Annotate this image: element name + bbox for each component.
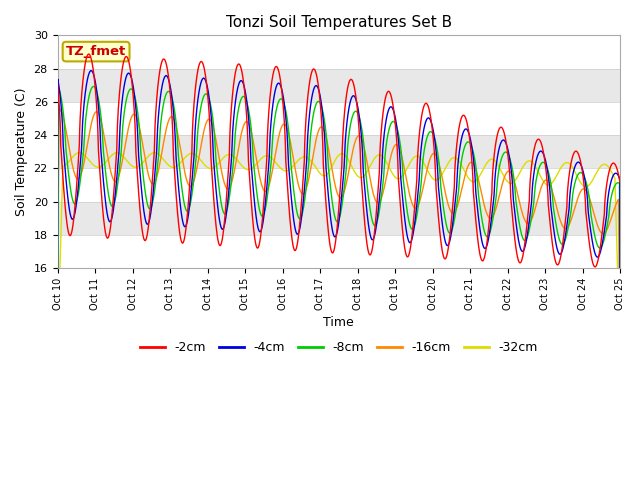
Y-axis label: Soil Temperature (C): Soil Temperature (C) (15, 87, 28, 216)
X-axis label: Time: Time (323, 316, 354, 329)
Text: TZ_fmet: TZ_fmet (66, 45, 126, 58)
Bar (58, 69, 620, 102)
Bar (58, 202, 620, 235)
Title: Tonzi Soil Temperatures Set B: Tonzi Soil Temperatures Set B (226, 15, 452, 30)
Bar (58, 102, 620, 135)
Bar (58, 235, 620, 268)
Bar (58, 168, 620, 202)
Bar (58, 36, 620, 69)
Bar (58, 135, 620, 168)
Legend: -2cm, -4cm, -8cm, -16cm, -32cm: -2cm, -4cm, -8cm, -16cm, -32cm (134, 336, 543, 360)
